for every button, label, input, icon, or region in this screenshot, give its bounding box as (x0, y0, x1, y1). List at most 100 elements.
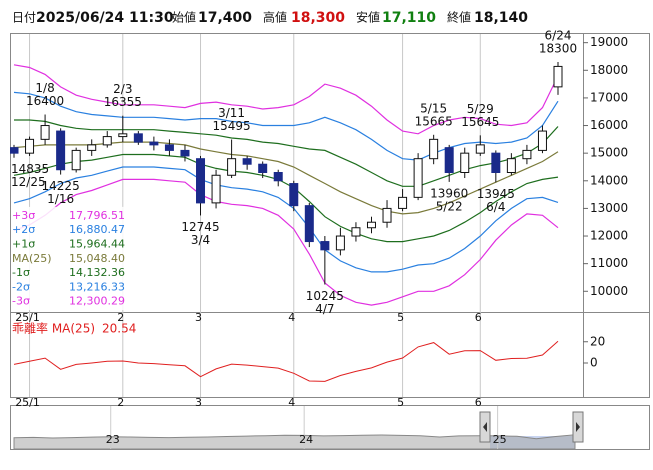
header-value: 17,400 (198, 10, 252, 26)
band-line (13, 91, 559, 161)
header-label: 日付 (12, 11, 36, 25)
x-tick-label: 6 (475, 396, 482, 409)
x-tick-label: 3 (195, 311, 202, 324)
candle-body (289, 183, 299, 207)
candle-body (273, 172, 283, 182)
legend-name: -1σ (12, 266, 30, 279)
main-chart: 25/1 25/1 2 2 3 3 4 4 5 5 6 6 10000 11000 12000 13000 14… (10, 29, 628, 409)
candle-body (522, 149, 532, 160)
y-tick-label: 14000 (590, 173, 628, 187)
low-date: 1/16 (47, 192, 74, 206)
candle-body (227, 158, 237, 176)
deviation-title: 乖離率 MA(25) (12, 321, 95, 336)
legend-value: 13,216.33 (69, 280, 125, 293)
legend-value: 14,132.36 (69, 266, 125, 279)
low-value: 13945 (477, 187, 515, 201)
header-value: 18,300 (291, 10, 345, 26)
handle-arrow (576, 422, 580, 432)
handle-arrow (483, 422, 487, 432)
high-date: 5/29 (467, 102, 494, 116)
candle-body (102, 136, 112, 146)
legend-name: +2σ (12, 223, 35, 236)
low-value: 13960 (430, 186, 468, 200)
candle-body (537, 130, 547, 151)
legend-name: -3σ (12, 295, 30, 308)
header-label: 終値 (447, 10, 471, 25)
candle-body (258, 163, 268, 174)
candle-body (553, 65, 563, 88)
x-tick-label: 6 (475, 311, 482, 324)
x-tick-label: 3 (195, 396, 202, 409)
low-date: 4/7 (315, 302, 334, 316)
band-line (13, 64, 559, 135)
y-tick-label: 15000 (590, 146, 628, 160)
candle-body (40, 125, 50, 140)
low-value: 12745 (181, 220, 219, 234)
candle-body (118, 133, 128, 138)
candle-body (320, 241, 330, 251)
candle-body (382, 207, 392, 223)
y-tick-label: 20 (590, 334, 605, 348)
legend-value: 15,964.44 (69, 238, 125, 251)
legend-value: 12,300.29 (69, 295, 125, 308)
header-label: 安値 (356, 10, 380, 25)
candle-body (491, 152, 501, 173)
x-tick-label: 2 (117, 396, 124, 409)
y-tick-label: 12000 (590, 229, 628, 243)
candle-body (335, 235, 345, 251)
y-tick-label: 0 (590, 356, 598, 370)
high-value: 18300 (539, 42, 577, 56)
band-line (13, 178, 559, 306)
candle-body (133, 133, 143, 143)
candle-body (460, 152, 470, 173)
navigator-label: 25 (493, 433, 507, 446)
legend-name: MA(25) (12, 252, 52, 265)
legend-name: -2σ (12, 280, 30, 293)
candle-body (25, 138, 35, 154)
low-value: 14225 (42, 179, 80, 193)
candle-body (475, 144, 485, 154)
navigator-area (13, 434, 576, 450)
high-value: 15495 (213, 119, 251, 133)
deviation-line (13, 340, 559, 382)
low-date: 3/4 (191, 233, 210, 247)
candle-body (10, 147, 19, 154)
y-tick-label: 11000 (590, 256, 628, 270)
x-tick-label: 4 (288, 396, 295, 409)
candle-body (444, 147, 454, 173)
high-value: 16355 (104, 95, 142, 109)
candle-body (304, 205, 314, 243)
legend-value: 17,796.51 (69, 209, 125, 222)
candle-body (164, 144, 174, 151)
high-date: 6/24 (545, 29, 572, 43)
low-date: 12/25 (11, 175, 46, 189)
axis-frame (583, 33, 650, 398)
candle-body (413, 158, 423, 198)
candle-body (87, 144, 97, 151)
navigator-handles (479, 411, 584, 443)
low-value: 10245 (306, 289, 344, 303)
legend-name: +3σ (12, 209, 35, 222)
candle-body (366, 221, 376, 229)
header-value: 17,110 (382, 10, 436, 26)
candle-body (196, 158, 206, 204)
y-tick-label: 16000 (590, 118, 628, 132)
y-tick-label: 19000 (590, 35, 628, 49)
high-date: 1/8 (35, 81, 54, 95)
legend-value: 16,880.47 (69, 223, 125, 236)
low-value: 14835 (11, 162, 49, 176)
header-value: 18,140 (474, 10, 528, 26)
candle-body (71, 149, 81, 171)
y-tick-label: 18000 (590, 63, 628, 77)
legend-value: 15,048.40 (69, 252, 125, 265)
x-tick-label: 5 (397, 396, 404, 409)
legend: +3σ 17,796.51 +2σ 16,880.47 +1σ 15,964.44 MA(2… (11, 206, 127, 310)
header-value: 2025/06/24 11:30 (36, 10, 174, 26)
low-date: 6/4 (486, 200, 505, 214)
y-tick-label: 17000 (590, 90, 628, 104)
high-date: 3/11 (218, 106, 245, 120)
candle-body (149, 141, 159, 146)
x-tick-label: 2 (117, 311, 124, 324)
x-tick-label: 25/1 (15, 396, 40, 409)
